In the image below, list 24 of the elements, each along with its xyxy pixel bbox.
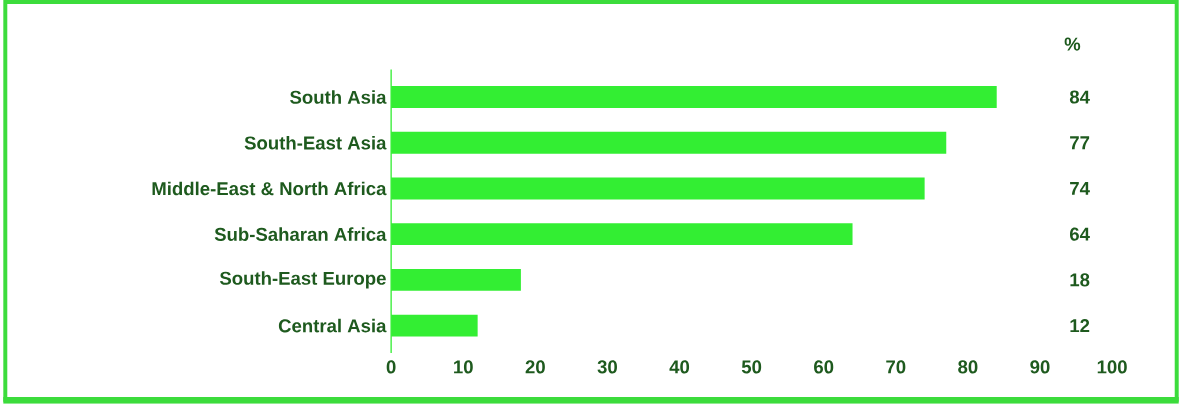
y-tick-label: Central Asia <box>278 318 387 333</box>
data-label: 18 <box>1070 273 1090 287</box>
x-tick-label: 80 <box>958 360 978 374</box>
data-label: 64 <box>1069 227 1090 241</box>
x-tick-label: 60 <box>814 360 834 374</box>
x-tick-label: 20 <box>525 360 545 374</box>
x-tick-label: 90 <box>1030 360 1050 374</box>
x-tick-label: 30 <box>597 360 617 374</box>
y-tick-label: Middle-East & North Africa <box>152 181 387 196</box>
x-tick-label: 100 <box>1097 360 1127 374</box>
data-label: 12 <box>1070 319 1090 333</box>
y-tick-label: Sub-Saharan Africa <box>214 227 387 242</box>
data-label: 84 <box>1069 90 1090 104</box>
text: % <box>1064 37 1081 51</box>
x-tick-label: 70 <box>886 360 906 374</box>
y-tick-label: South-East Asia <box>244 136 387 150</box>
y-tick-label: South-East Europe <box>219 271 386 289</box>
y-tick-label: South Asia <box>290 90 387 104</box>
x-tick-label: 50 <box>741 360 762 374</box>
x-tick-label: 10 <box>454 360 473 374</box>
data-label: 77 <box>1070 136 1090 150</box>
data-label: 74 <box>1070 182 1090 195</box>
x-tick-label: 40 <box>669 360 690 374</box>
x-tick-label: 0 <box>386 360 396 374</box>
